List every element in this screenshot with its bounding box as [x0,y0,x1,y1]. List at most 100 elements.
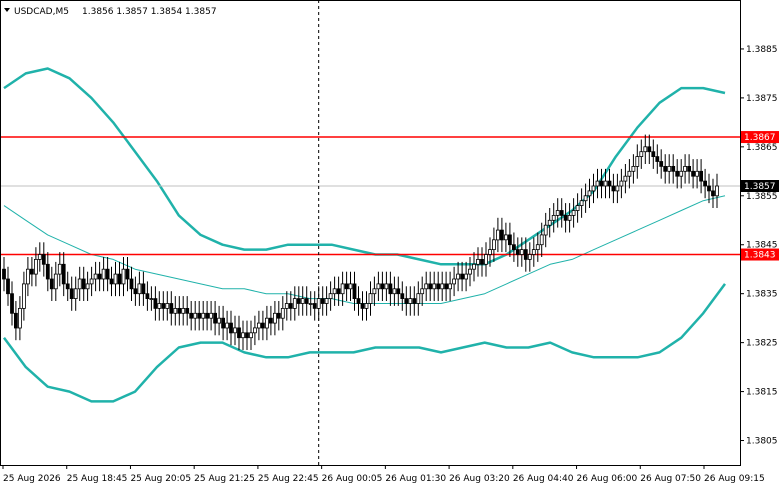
candle [559,198,564,228]
candle-body [468,268,472,275]
candle [667,154,672,184]
y-tick-label: 1.3855 [746,192,778,202]
candle [587,178,592,208]
candle [37,242,42,272]
x-tick-label: 25 Aug 18:45 [67,474,128,484]
candle-body [336,288,341,295]
candle [169,291,174,326]
candle-body [300,298,305,304]
candle [320,286,325,316]
symbol-label[interactable]: USDCAD,M5 [14,7,69,17]
candle-body [703,180,707,187]
candle-body [440,283,445,290]
candle-body [396,288,401,295]
candle-body [595,180,600,187]
candle [252,315,257,346]
candle [484,242,488,277]
candle [448,271,453,301]
candle-body [448,283,453,290]
candle [503,222,508,253]
candle [284,291,289,321]
candle-body [488,249,492,255]
candle-body [272,312,277,324]
symbol-dropdown-icon[interactable] [4,8,10,12]
candle-body [145,293,150,300]
candle-body [276,312,281,319]
candle [324,286,329,316]
candle-body [368,293,373,304]
candle-body [535,244,540,250]
candle-body [539,234,544,246]
candle-body [388,283,393,295]
time-axis[interactable]: 25 Aug 2026 25 Aug 18:45 25 Aug 20:05 25 Au… [2,465,765,484]
candle-body [97,273,102,280]
candle [181,296,186,326]
candle [129,266,134,301]
candle-body [348,283,353,290]
candle [260,310,265,341]
candle-body [292,298,297,309]
candle [563,203,568,233]
candle-body [233,327,237,334]
candles [2,134,719,350]
candle [512,232,516,262]
candle [440,271,445,301]
candle-body [189,312,194,319]
candle-body [177,307,182,314]
candle [535,232,540,262]
candle [49,266,54,301]
candle-body [611,185,616,192]
candle [45,252,50,292]
candle-body [655,156,660,162]
candle [527,242,532,272]
candle-body [264,317,269,329]
candle-body [360,303,365,309]
candle [256,310,261,341]
candle-body [547,219,552,226]
candle-body [675,170,680,177]
candle [567,203,572,233]
candle-body [197,312,202,319]
y-tick-label: 1.3885 [746,45,778,55]
candle-body [364,303,369,309]
level-price-label: 1.3843 [744,251,776,261]
candle [364,291,369,321]
candle-body [85,283,90,290]
candle [292,286,297,321]
x-tick-label: 25 Aug 2026 [3,474,61,484]
candle [615,173,620,204]
middle-band-line [3,195,726,304]
candle [89,266,94,297]
x-tick-label: 26 Aug 07:50 [640,474,701,484]
candle [328,281,333,311]
candle-body [643,146,648,153]
candle [185,296,190,326]
candle-body [117,273,122,285]
candle-body [599,180,604,187]
candle [165,291,170,321]
candle-body [711,190,715,197]
candle [695,159,699,189]
candle [340,271,345,306]
candle [428,271,433,301]
candle-body [161,303,166,309]
level-price-tag [741,131,779,144]
candle [523,237,528,272]
candle [368,281,373,316]
candle-body [691,170,695,177]
candle-body [121,268,126,285]
candle-body [137,283,142,295]
candle-body [555,210,560,216]
candle-body [185,307,190,314]
candle [499,217,504,253]
candle [241,320,245,350]
candle [149,286,154,311]
candle [436,271,441,301]
price-axis[interactable]: 1.3885 1.3875 1.3865 1.3855 1.3845 1.3835 1.38… [740,45,779,447]
candle-body [352,283,357,299]
candle-body [567,214,572,221]
candle [715,173,719,208]
candle [396,276,401,306]
